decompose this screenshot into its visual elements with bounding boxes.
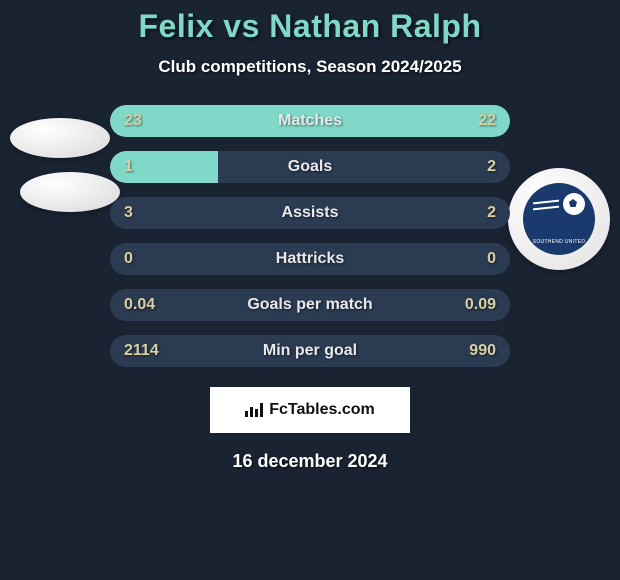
stat-row: 2114 Min per goal 990 bbox=[110, 335, 510, 367]
player-left-avatar bbox=[10, 118, 110, 158]
crest-text: SOUTHEND UNITED bbox=[523, 239, 595, 245]
stat-value-left: 2114 bbox=[124, 342, 159, 360]
crest-ball-icon bbox=[563, 193, 585, 215]
stat-label: Hattricks bbox=[276, 250, 344, 268]
stat-label: Goals bbox=[288, 158, 332, 176]
stat-value-left: 1 bbox=[124, 158, 133, 176]
stat-row: 0 Hattricks 0 bbox=[110, 243, 510, 275]
club-crest: SOUTHEND UNITED bbox=[523, 183, 595, 255]
stat-value-right: 0 bbox=[487, 250, 496, 268]
stat-label: Matches bbox=[278, 112, 342, 130]
stat-row: 23 Matches 22 bbox=[110, 105, 510, 137]
snapshot-date: 16 december 2024 bbox=[232, 451, 387, 472]
stat-value-right: 990 bbox=[469, 342, 496, 360]
stat-row: 1 Goals 2 bbox=[110, 151, 510, 183]
source-badge: FcTables.com bbox=[210, 387, 410, 433]
stat-label: Goals per match bbox=[247, 296, 372, 314]
stat-row: 0.04 Goals per match 0.09 bbox=[110, 289, 510, 321]
stat-value-left: 23 bbox=[124, 112, 142, 130]
stat-row: 3 Assists 2 bbox=[110, 197, 510, 229]
stat-label: Min per goal bbox=[263, 342, 357, 360]
comparison-subtitle: Club competitions, Season 2024/2025 bbox=[158, 57, 461, 77]
stat-value-right: 2 bbox=[487, 158, 496, 176]
source-brand-text: FcTables.com bbox=[269, 401, 375, 419]
stat-value-right: 2 bbox=[487, 204, 496, 222]
stat-value-left: 3 bbox=[124, 204, 133, 222]
stat-value-left: 0 bbox=[124, 250, 133, 268]
comparison-title: Felix vs Nathan Ralph bbox=[138, 8, 481, 45]
crest-waves-icon bbox=[533, 197, 559, 215]
stat-value-right: 22 bbox=[478, 112, 496, 130]
stats-list: 23 Matches 22 1 Goals 2 3 Assists 2 0 Ha… bbox=[110, 105, 510, 367]
stat-label: Assists bbox=[282, 204, 339, 222]
stat-value-right: 0.09 bbox=[465, 296, 496, 314]
player-left-club-badge bbox=[20, 172, 120, 212]
player-right-club-badge: SOUTHEND UNITED bbox=[508, 168, 610, 270]
bar-chart-icon bbox=[245, 403, 263, 417]
stat-value-left: 0.04 bbox=[124, 296, 155, 314]
